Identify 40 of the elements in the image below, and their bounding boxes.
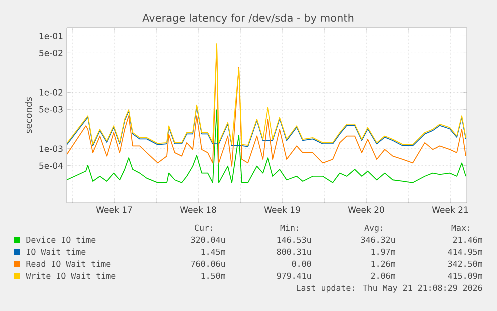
- text: 342.50m: [448, 260, 482, 268]
- y-tick-label: 5e-04: [40, 162, 64, 170]
- text: 979.41u: [277, 272, 312, 280]
- text: 146.53u: [278, 236, 312, 244]
- legend-label: Device IO time: [26, 236, 96, 244]
- text: 0.00: [292, 260, 312, 268]
- y-tick-label: 1e-01: [40, 33, 63, 40]
- y-tick-label: 1e-03: [40, 146, 63, 152]
- x-tick-label: Week 18: [180, 206, 216, 214]
- x-tick-label: Week 19: [264, 206, 300, 214]
- legend-label: Write IO Wait time: [26, 272, 116, 280]
- y-tick-label: 5e-02: [40, 50, 63, 56]
- x-tick-label: Week 21: [432, 206, 468, 214]
- y-axis-title: seconds: [25, 98, 32, 134]
- chart-title: Average latency for /dev/sda - by month: [142, 14, 354, 24]
- legend-label: IO Wait time: [27, 248, 86, 256]
- y-tick-label: 1e-02: [40, 89, 63, 96]
- text: 415.09m: [448, 272, 482, 280]
- text: 414.95m: [448, 248, 482, 256]
- x-tick-label: Week 20: [348, 206, 384, 214]
- text: Avg:: [364, 224, 382, 233]
- text: Last update: Thu May 21 21:08:29 2026: [297, 284, 482, 293]
- text: 1.45m: [202, 248, 226, 256]
- text: 1.50m: [202, 272, 226, 280]
- text: 800.31u: [277, 248, 312, 256]
- text: 760.06u: [191, 260, 226, 268]
- text: 2.06m: [371, 272, 396, 280]
- text: Cur:: [195, 224, 212, 232]
- text: 346.32u: [361, 236, 396, 244]
- legend-label: Read IO Wait time: [26, 260, 111, 268]
- y-tick-label: 5e-03: [40, 106, 63, 113]
- text: 21.46m: [453, 236, 482, 244]
- text: 1.26m: [372, 260, 396, 268]
- text: Max:: [452, 224, 470, 232]
- text: 1.97m: [372, 248, 396, 256]
- line-series: [67, 110, 466, 184]
- line-series: [67, 44, 466, 146]
- text: Min:: [280, 224, 298, 231]
- text: 320.04u: [191, 236, 226, 244]
- x-tick-label: Week 17: [96, 206, 132, 214]
